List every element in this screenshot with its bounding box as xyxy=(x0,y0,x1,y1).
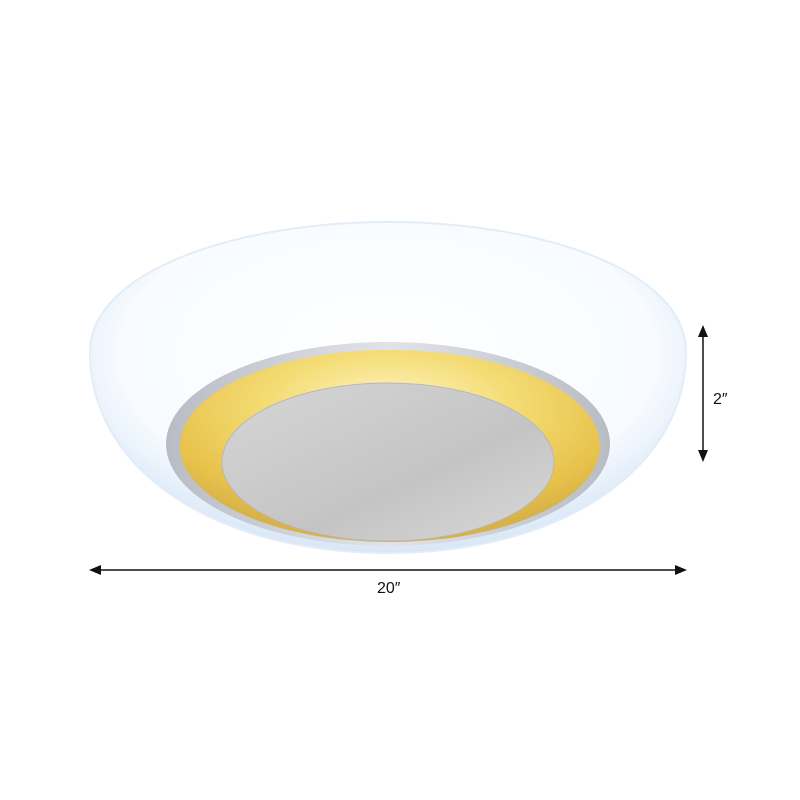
height-dimension-arrow xyxy=(698,325,708,462)
center-disc xyxy=(221,382,555,542)
width-label: 20″ xyxy=(377,580,401,597)
height-label: 2″ xyxy=(713,391,728,408)
width-dimension-arrow xyxy=(89,565,687,575)
